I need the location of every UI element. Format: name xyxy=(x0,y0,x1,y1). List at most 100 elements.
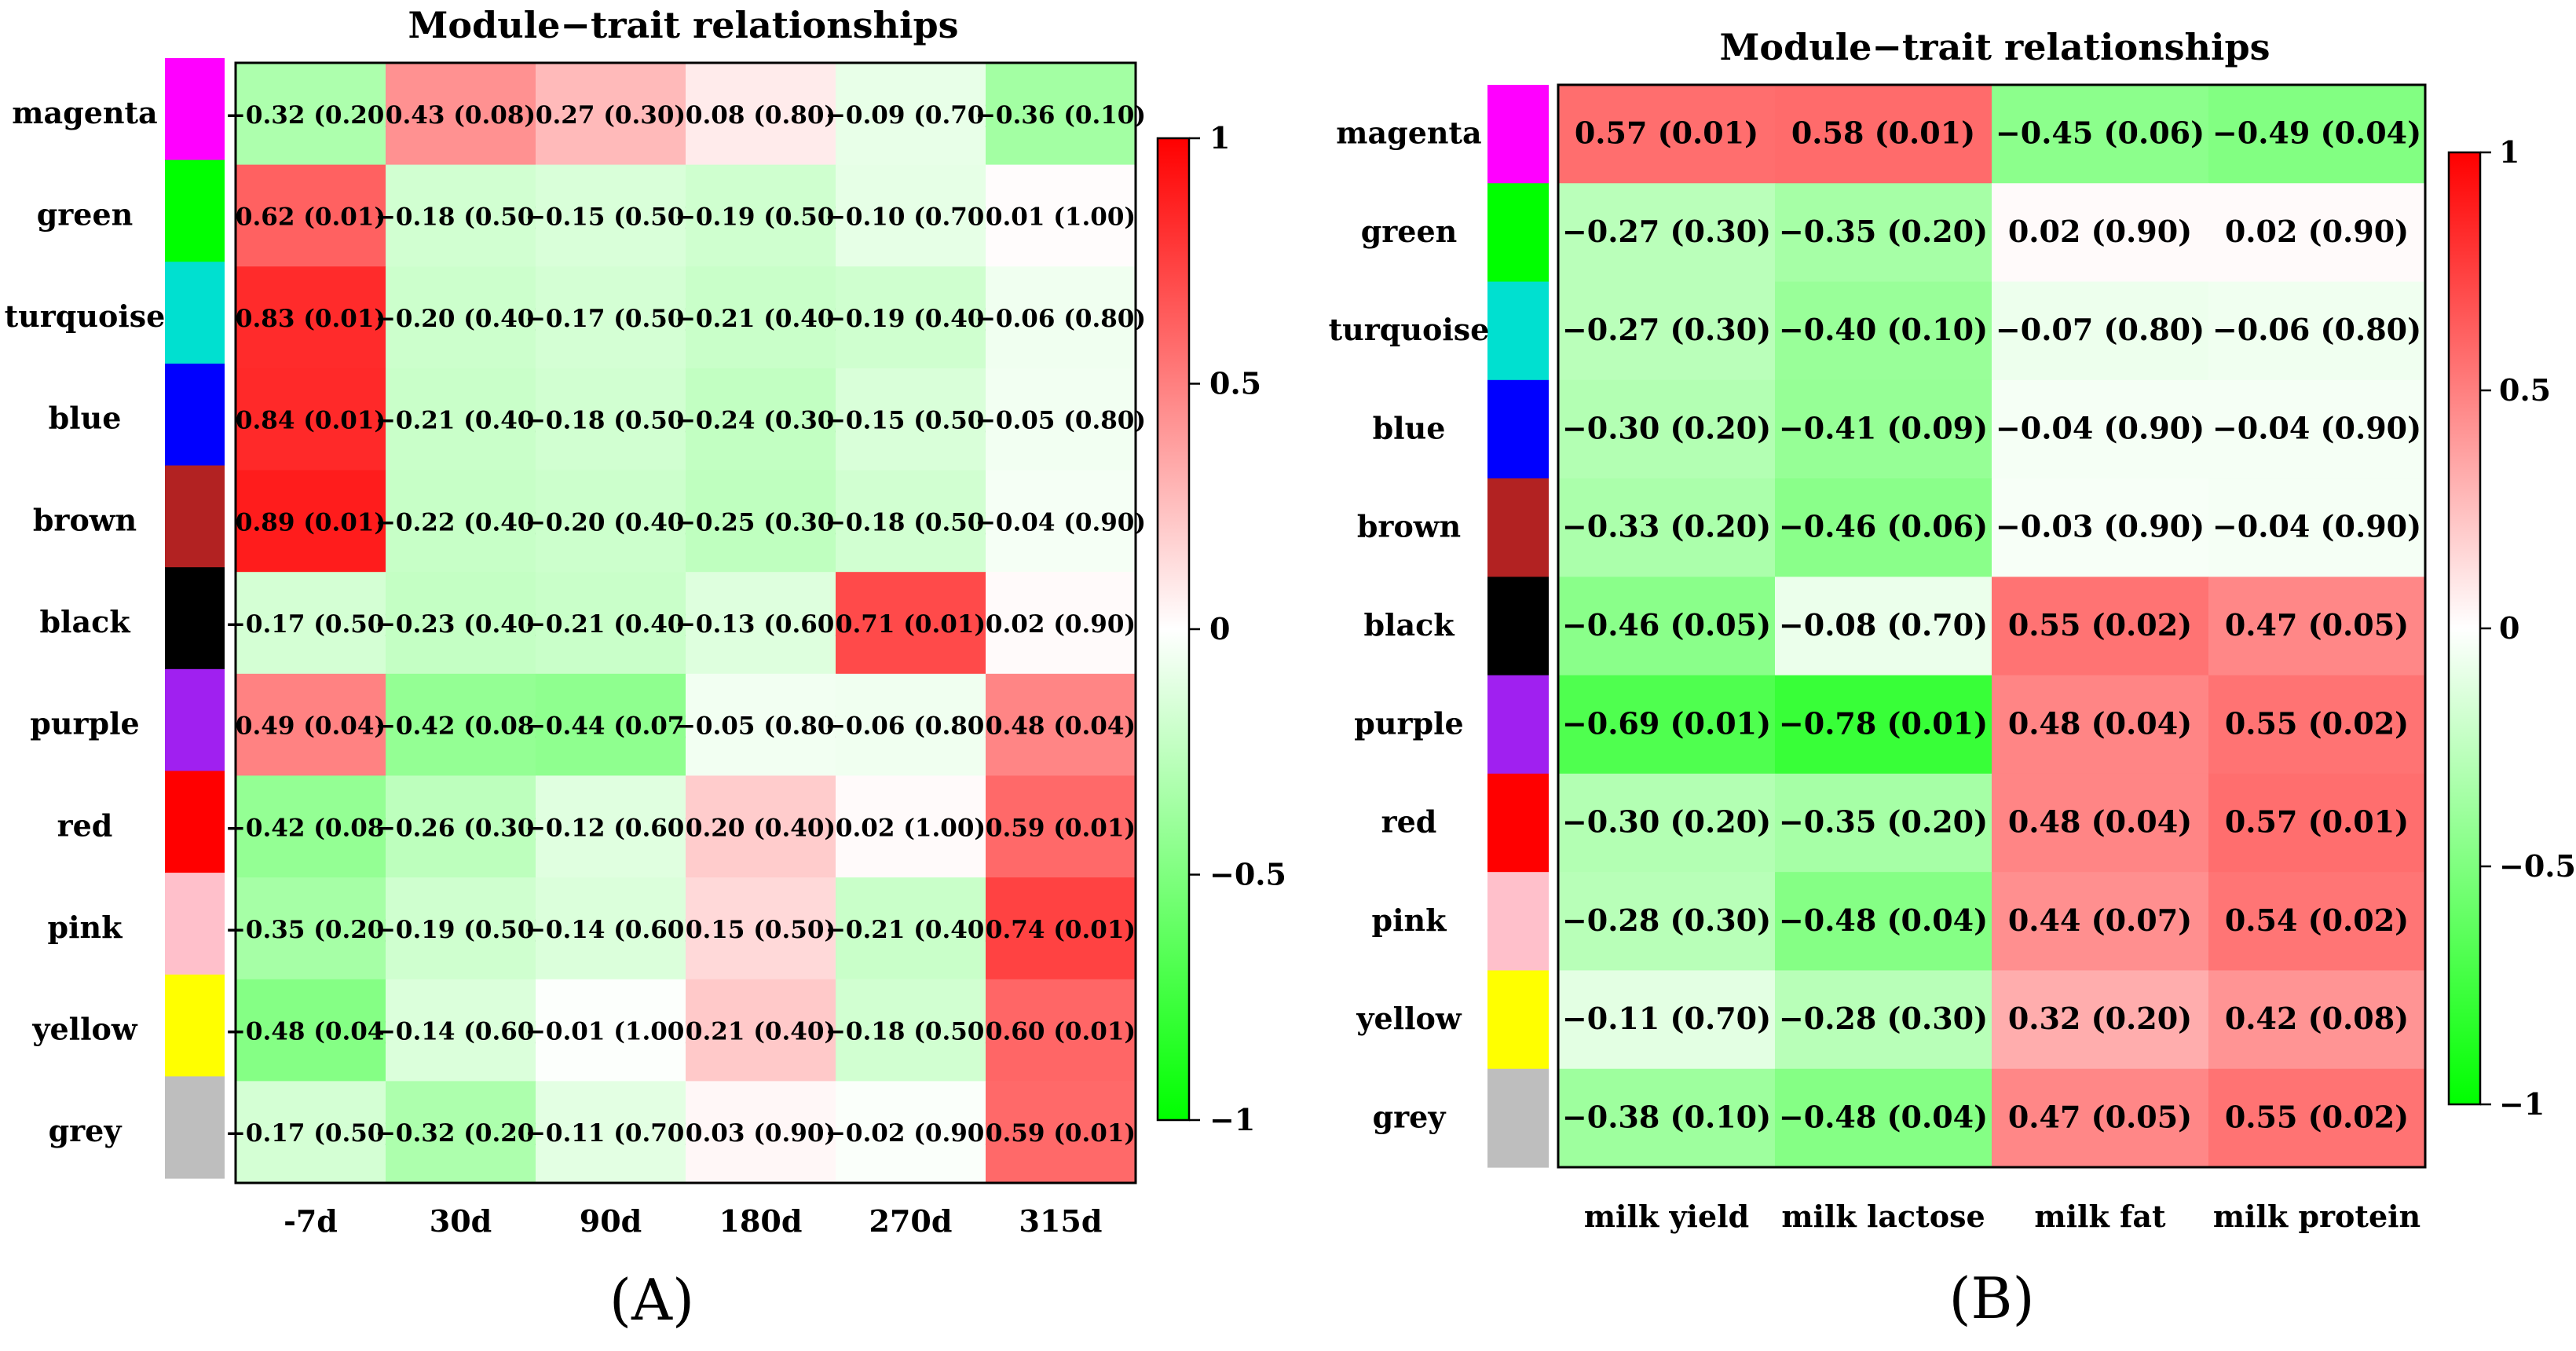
cell-label: −0.35 (0.20) xyxy=(1779,804,1988,840)
cell-label: 0.02 (0.90) xyxy=(2008,214,2192,249)
heatmap-cell xyxy=(986,266,1136,369)
heatmap-cell xyxy=(1558,478,1776,577)
heatmap-cell xyxy=(536,1081,686,1184)
heatmap-cell xyxy=(686,63,836,166)
heatmap-cell xyxy=(836,164,986,267)
heatmap-cell xyxy=(1992,379,2209,479)
row-label: yellow xyxy=(1356,1001,1462,1036)
row-label: brown xyxy=(33,502,137,537)
heatmap-cell xyxy=(1992,478,2209,577)
cell-label: −0.30 (0.20) xyxy=(1562,410,1771,445)
cell-label: −0.04 (0.90) xyxy=(2212,509,2421,544)
chart-title: Module−trait relationships xyxy=(408,4,958,46)
heatmap-cell xyxy=(236,63,386,166)
heatmap-cell xyxy=(536,470,686,573)
heatmap-panel-b: Module−trait relationships 0.57 (0.01) 0.5… xyxy=(1329,26,2576,1331)
heatmap-cell xyxy=(2208,675,2426,774)
cell-label: −0.07 (0.80) xyxy=(1996,312,2205,347)
column-label: milk lactose xyxy=(1781,1199,1985,1234)
cell-label: −0.18 (0.50) xyxy=(825,1018,996,1046)
heatmap-cell xyxy=(1992,183,2209,283)
heatmap-cell xyxy=(986,877,1136,980)
heatmap-cell xyxy=(686,368,836,471)
cell-label: −0.06 (0.80) xyxy=(975,305,1146,333)
cell-label: −0.35 (0.20) xyxy=(1779,214,1988,249)
row-label: grey xyxy=(49,1113,123,1148)
row-label: magenta xyxy=(1336,115,1481,151)
heatmap-cell xyxy=(1775,1068,1992,1168)
heatmap-cell xyxy=(836,470,986,573)
heatmap-cell xyxy=(1775,872,1992,972)
cell-label: −0.10 (0.70) xyxy=(825,203,996,231)
cell-label: −0.30 (0.20) xyxy=(1562,804,1771,840)
cell-label: −0.41 (0.09) xyxy=(1779,410,1988,445)
cell-label: −0.46 (0.06) xyxy=(1779,509,1988,544)
cell-label: −0.48 (0.04) xyxy=(225,1018,396,1046)
heatmap-cell xyxy=(536,775,686,878)
cell-label: −0.06 (0.80) xyxy=(2212,312,2421,347)
heatmap-cell xyxy=(236,470,386,573)
cell-label: −0.11 (0.70) xyxy=(525,1119,696,1148)
heatmap-cell xyxy=(986,775,1136,878)
cell-label: −0.48 (0.04) xyxy=(1779,902,1988,938)
heatmap-cell xyxy=(386,470,536,573)
heatmap-cell xyxy=(986,63,1136,166)
heatmap-cell xyxy=(686,572,836,675)
cell-label: −0.78 (0.01) xyxy=(1779,705,1988,741)
heatmap-cell xyxy=(986,1081,1136,1184)
module-swatch xyxy=(165,363,225,467)
module-swatch xyxy=(1487,183,1549,283)
cell-label: 0.48 (0.04) xyxy=(986,712,1136,741)
cell-label: −0.40 (0.10) xyxy=(1779,312,1988,347)
heatmap-panel-a: Module−trait relationships−0.32 (0.20)0.… xyxy=(5,4,1286,1333)
cell-label: 0.58 (0.01) xyxy=(1791,115,1975,151)
cell-label: −0.27 (0.30) xyxy=(1562,214,1771,249)
row-label: blue xyxy=(49,401,122,436)
cell-label: −0.27 (0.30) xyxy=(1562,312,1771,347)
cell-label: −0.26 (0.30) xyxy=(375,814,546,842)
heatmap-cell xyxy=(686,470,836,573)
row-label: pink xyxy=(1372,902,1447,938)
cell-label: −0.49 (0.04) xyxy=(2212,115,2421,151)
heatmap-cell xyxy=(686,877,836,980)
column-label: 30d xyxy=(430,1203,492,1239)
heatmap-cell xyxy=(836,877,986,980)
heatmap-cell xyxy=(836,63,986,166)
cell-label: −0.18 (0.50) xyxy=(525,407,696,435)
heatmap-cell xyxy=(386,368,536,471)
colorbar-tick-label: 1 xyxy=(2499,134,2519,170)
heatmap-cell xyxy=(686,775,836,878)
cell-label: −0.28 (0.30) xyxy=(1562,902,1771,938)
cell-label: 0.42 (0.08) xyxy=(2225,1001,2409,1036)
heatmap-cell xyxy=(1558,970,1776,1070)
module-swatch xyxy=(165,873,225,976)
module-swatch xyxy=(165,771,225,873)
chart-title: Module−trait relationships xyxy=(1719,26,2270,68)
row-label: green xyxy=(37,196,134,232)
cell-label: 0.55 (0.02) xyxy=(2225,705,2409,741)
row-label: brown xyxy=(1357,509,1461,544)
cell-label: −0.12 (0.60) xyxy=(525,814,696,842)
module-swatch xyxy=(165,159,225,262)
heatmap-cell xyxy=(1775,379,1992,479)
cell-label: −0.02 (0.90) xyxy=(825,1119,996,1148)
cell-label: 0.71 (0.01) xyxy=(836,610,986,639)
cell-label: −0.15 (0.50) xyxy=(525,203,696,231)
heatmap-cell xyxy=(236,877,386,980)
column-label: milk yield xyxy=(1584,1199,1749,1234)
cell-label: −0.05 (0.80) xyxy=(675,712,846,741)
cell-label: −0.08 (0.70) xyxy=(1779,607,1988,643)
cell-label: −0.33 (0.20) xyxy=(1562,509,1771,544)
heatmap-cell xyxy=(1992,872,2209,972)
module-swatch xyxy=(1487,675,1549,774)
row-label: pink xyxy=(48,910,123,945)
cell-label: −0.42 (0.08) xyxy=(375,712,546,741)
heatmap-cell xyxy=(1992,675,2209,774)
cell-label: 0.83 (0.01) xyxy=(236,305,386,333)
cell-label: −0.09 (0.70) xyxy=(825,101,996,130)
module-swatch xyxy=(165,668,225,772)
cell-label: 0.02 (0.90) xyxy=(2225,214,2409,249)
heatmap-cell xyxy=(2208,281,2426,381)
cell-label: −0.48 (0.04) xyxy=(1779,1099,1988,1134)
